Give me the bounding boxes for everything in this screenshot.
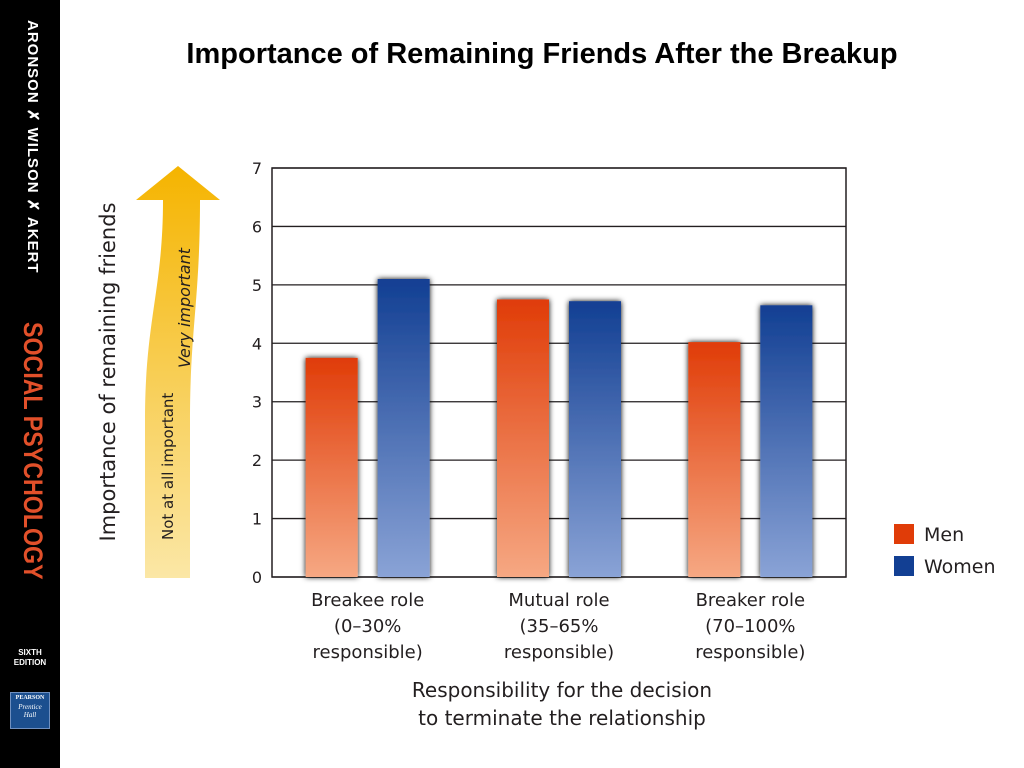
arrow-shape <box>136 166 220 578</box>
chart-legend: Men Women <box>894 524 996 578</box>
legend-label-men: Men <box>924 524 964 546</box>
bar-men-1 <box>497 299 549 577</box>
bar-women-2 <box>760 305 813 577</box>
y-tick-label: 7 <box>252 159 262 178</box>
y-tick-label: 1 <box>252 510 262 529</box>
chart-grid <box>271 167 847 578</box>
x-axis-title: to terminate the relationship <box>418 706 706 730</box>
publisher-logo: PEARSON Prentice Hall <box>10 692 50 729</box>
bar-women-1 <box>569 301 621 577</box>
x-category-label: (70–100% <box>705 616 795 637</box>
y-tick-label: 2 <box>252 451 262 470</box>
arrow-low-label: Not at all important <box>159 393 177 540</box>
y-axis-title: Importance of remaining friends <box>96 202 120 541</box>
x-category-label: Breaker role <box>696 590 806 611</box>
edition-line-2: EDITION <box>13 658 47 667</box>
sidebar: ARONSON ✗ WILSON ✗ AKERT SOCIAL PSYCHOLO… <box>0 0 60 768</box>
publisher-line-2: Hall <box>23 711 37 719</box>
x-category-label: (0–30% <box>334 616 401 637</box>
publisher-brand: PEARSON <box>15 695 45 701</box>
bar-men-0 <box>305 357 358 577</box>
y-tick-label: 6 <box>252 217 262 236</box>
x-category-label: (35–65% <box>520 616 599 637</box>
importance-arrow: Not at all important Very important <box>136 166 220 578</box>
bar-men-2 <box>688 342 741 577</box>
x-category-label: Mutual role <box>508 590 609 611</box>
y-tick-label: 3 <box>252 393 262 412</box>
sidebar-edition: SIXTH EDITION <box>4 648 56 668</box>
legend-swatch-women <box>894 556 914 576</box>
legend-swatch-men <box>894 524 914 544</box>
plot-frame <box>271 167 847 578</box>
x-category-label: responsible) <box>695 642 805 663</box>
x-category-label: responsible) <box>313 642 423 663</box>
y-tick-label: 0 <box>252 568 262 587</box>
x-category-label: responsible) <box>504 642 614 663</box>
x-category-label: Breakee role <box>311 590 424 611</box>
y-tick-label: 5 <box>252 276 262 295</box>
chart-labels: 0 1 2 3 4 5 6 7 Breakee role (0–30% responsible) Mu… <box>96 159 805 730</box>
chart-bars <box>305 279 813 577</box>
arrow-high-label: Very important <box>175 247 194 368</box>
x-axis-title: Responsibility for the decision <box>412 678 712 702</box>
edition-line-1: SIXTH <box>18 648 42 657</box>
y-tick-label: 4 <box>252 334 262 353</box>
slide-title: Importance of Remaining Friends After th… <box>186 38 898 70</box>
legend-label-women: Women <box>924 556 996 578</box>
publisher-line-1: Prentice <box>18 703 42 711</box>
bar-women-0 <box>377 279 430 577</box>
